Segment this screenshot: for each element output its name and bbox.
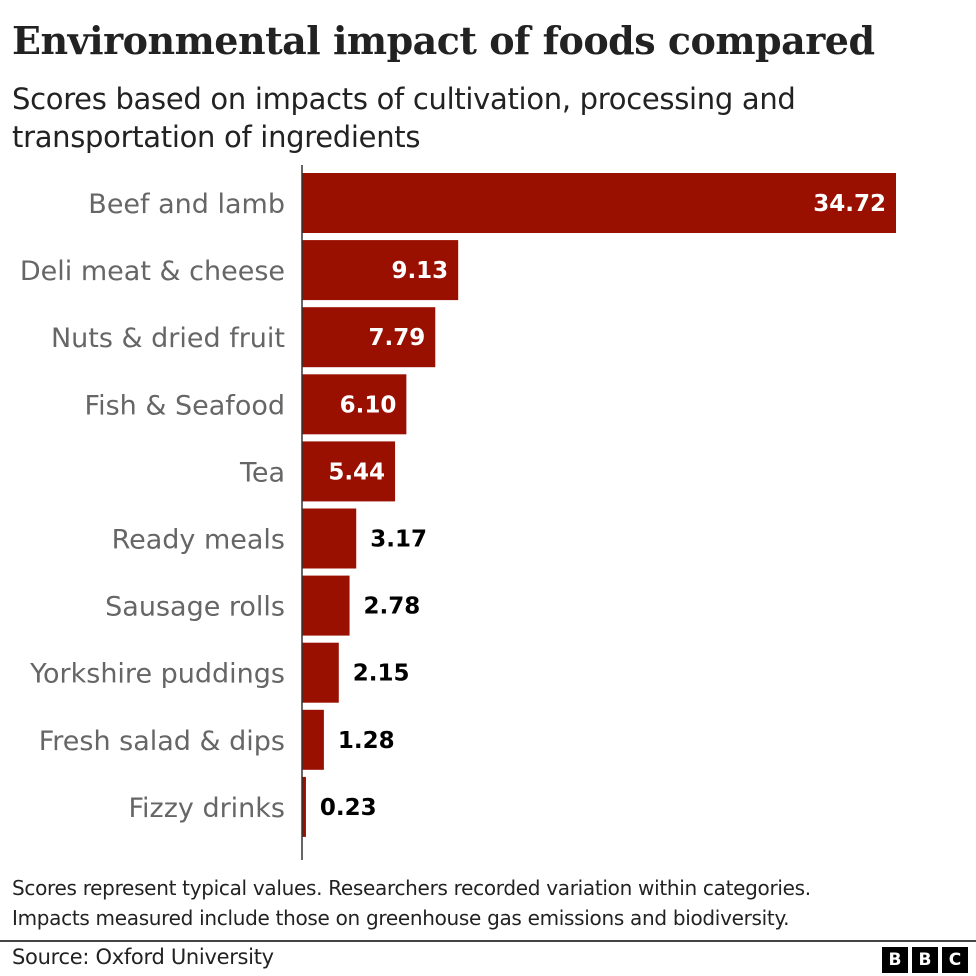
bar-group: Fish & Seafood 6.10: [85, 374, 407, 435]
value-label: 3.17: [370, 527, 427, 553]
category-label: Fizzy drinks: [128, 793, 285, 824]
bar-group: Fizzy drinks 0.23: [128, 776, 377, 837]
value-label: 34.72: [813, 191, 886, 217]
value-label: 7.79: [369, 325, 426, 351]
category-label: Ready meals: [112, 525, 285, 556]
bars-layer: Beef and lamb 34.72 Deli meat & cheese 9.13…: [20, 173, 896, 837]
footnote: Scores represent typical values. Researc…: [12, 873, 811, 933]
bar: [302, 709, 324, 770]
category-label: Nuts & dried fruit: [51, 323, 285, 354]
footnote-line-1: Scores represent typical values. Researc…: [12, 876, 811, 900]
bar-group: Tea 5.44: [239, 441, 396, 502]
category-label: Yorkshire puddings: [29, 659, 285, 690]
bar: [302, 508, 357, 569]
bar: [302, 374, 407, 435]
value-label: 6.10: [340, 392, 397, 418]
bar: [302, 240, 459, 301]
bar: [302, 441, 396, 502]
footer-divider: [0, 940, 976, 942]
value-label: 1.28: [338, 728, 395, 754]
bar: [302, 776, 306, 837]
category-label: Fresh salad & dips: [39, 726, 285, 757]
chart-title: Environmental impact of foods compared: [12, 18, 875, 63]
value-label: 2.15: [353, 661, 410, 687]
bar: [302, 307, 436, 368]
bbc-logo-letter: C: [942, 947, 968, 973]
category-label: Beef and lamb: [88, 189, 285, 220]
bar: [302, 575, 350, 636]
bar-group: Nuts & dried fruit 7.79: [51, 307, 436, 368]
value-label: 5.44: [328, 459, 385, 485]
bbc-logo: B B C: [882, 947, 968, 973]
bar-chart: Beef and lamb 34.72 Deli meat & cheese 9.13…: [20, 165, 896, 860]
bar: [302, 642, 339, 703]
bbc-logo-letter: B: [882, 947, 908, 973]
bar-group: Beef and lamb 34.72: [88, 173, 896, 233]
value-label: 9.13: [391, 258, 448, 284]
chart-subtitle: Scores based on impacts of cultivation, …: [12, 82, 796, 154]
bar-group: Sausage rolls 2.78: [105, 575, 421, 636]
source-text: Source: Oxford University: [12, 945, 274, 969]
bar-group: Ready meals 3.17: [112, 508, 427, 569]
category-label: Deli meat & cheese: [20, 256, 285, 287]
category-label: Tea: [239, 457, 285, 488]
category-label: Fish & Seafood: [85, 390, 285, 421]
bar-group: Yorkshire puddings 2.15: [29, 642, 410, 703]
bbc-logo-letter: B: [912, 947, 938, 973]
bar-group: Deli meat & cheese 9.13: [20, 240, 459, 301]
bar: [302, 173, 896, 233]
value-label: 2.78: [364, 594, 421, 620]
footnote-line-2: Impacts measured include those on greenh…: [12, 906, 790, 930]
category-label: Sausage rolls: [105, 592, 285, 623]
value-label: 0.23: [320, 795, 377, 821]
bar-group: Fresh salad & dips 1.28: [39, 709, 395, 770]
